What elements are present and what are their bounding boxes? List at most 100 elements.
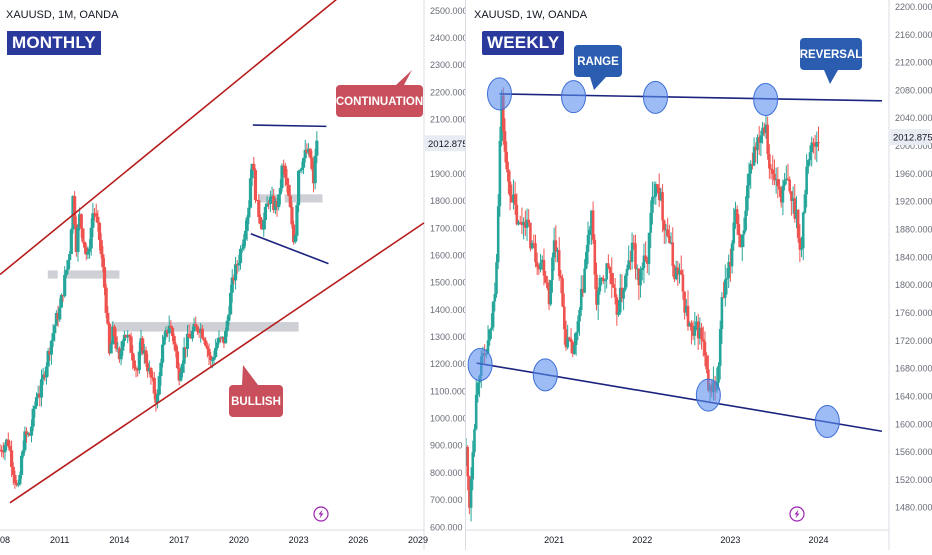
reversal-callout-box	[800, 38, 862, 70]
candle	[544, 275, 547, 283]
candle	[554, 240, 558, 252]
candle	[464, 446, 468, 453]
candle	[79, 214, 83, 229]
touch-point-marker	[532, 358, 558, 392]
candle	[19, 455, 24, 475]
candle	[18, 474, 22, 485]
candle	[766, 124, 769, 155]
price-tag-label: 2012.875	[893, 133, 932, 144]
candle	[273, 201, 277, 211]
x-tick-label: 2029	[408, 535, 428, 545]
y-tick-label: 1600.000	[430, 250, 465, 260]
candle	[532, 243, 536, 245]
candle	[673, 266, 676, 280]
lower-channel-line	[9, 222, 425, 504]
range-callout: RANGE	[574, 45, 622, 90]
monthly-chart-svg[interactable]: 600.000 700.000 800.000 900.000 1000.000 1100…	[0, 0, 468, 550]
candle	[53, 325, 57, 334]
candle	[296, 170, 301, 206]
candle	[791, 198, 795, 201]
candle	[773, 173, 776, 181]
candle	[290, 206, 294, 225]
candle	[676, 267, 680, 275]
candle	[501, 95, 505, 132]
y-tick-label: 1960.000	[895, 169, 932, 179]
candle	[490, 327, 493, 330]
candle	[212, 356, 216, 360]
continuation-callout: CONTINUATION	[336, 70, 423, 117]
candle	[155, 394, 160, 403]
candle	[33, 406, 37, 409]
candle	[277, 194, 281, 208]
candle	[476, 382, 480, 395]
y-tick-label: 1200.000	[430, 359, 465, 369]
candle	[751, 164, 754, 166]
candle	[255, 199, 259, 201]
weekly-chart-svg[interactable]: 1480.000 1520.000 1560.000 1600.000 1640.000…	[464, 0, 932, 550]
y-tick-label: 1500.000	[430, 278, 465, 288]
candle	[556, 250, 559, 252]
y-tick-label: 1000.000	[430, 414, 465, 424]
y-tick-label: 1700.000	[430, 223, 465, 233]
candle	[51, 333, 55, 341]
x-tick-label: 2026	[348, 535, 368, 545]
candle	[588, 229, 592, 235]
candle	[217, 337, 221, 343]
candle	[189, 337, 193, 339]
candle	[717, 365, 720, 383]
bullish-callout: BULLISH	[229, 365, 283, 417]
candle	[283, 165, 287, 178]
candle	[300, 167, 304, 170]
candle	[36, 393, 40, 398]
candle	[240, 248, 244, 250]
candle	[253, 170, 258, 200]
candle	[681, 274, 685, 292]
candle	[630, 242, 634, 262]
candle	[91, 213, 95, 228]
candle	[268, 196, 272, 204]
candle	[796, 209, 800, 238]
x-tick-label: 2020	[229, 535, 249, 545]
candle	[106, 312, 110, 324]
candle	[678, 270, 681, 275]
candle	[603, 279, 607, 282]
y-tick-label: 2080.000	[895, 85, 932, 95]
candle	[800, 248, 803, 250]
demand-zone	[63, 270, 120, 279]
candle	[564, 329, 568, 348]
candle	[679, 270, 683, 275]
candle	[43, 374, 47, 378]
candle	[8, 446, 12, 451]
candle	[635, 268, 639, 270]
candle	[252, 163, 256, 171]
continuation-callout-label: CONTINUATION	[336, 96, 423, 108]
y-tick-label: 1720.000	[895, 336, 932, 346]
candle	[557, 250, 561, 277]
candle	[119, 350, 123, 360]
candle	[310, 157, 314, 169]
candle	[637, 268, 641, 286]
candle	[243, 230, 248, 240]
touch-point-marker	[753, 82, 779, 116]
candle	[546, 282, 549, 288]
y-tick-label: 900.000	[430, 441, 463, 451]
candle	[298, 169, 302, 171]
candle	[275, 201, 279, 208]
monthly-symbol-label: XAUUSD, 1M, OANDA	[6, 9, 119, 21]
y-tick-label: 1880.000	[895, 225, 932, 235]
candle	[182, 347, 186, 364]
candle	[28, 433, 32, 436]
candle	[669, 242, 673, 244]
candle	[295, 205, 299, 236]
y-tick-label: 2400.000	[430, 33, 465, 43]
candle	[184, 347, 188, 350]
candle	[16, 484, 20, 486]
candle	[740, 234, 744, 248]
candle	[762, 127, 766, 133]
candle	[495, 262, 498, 295]
candle	[71, 196, 75, 230]
candle	[129, 336, 133, 353]
candle	[29, 426, 34, 436]
candle	[656, 184, 659, 188]
candle	[805, 166, 808, 195]
